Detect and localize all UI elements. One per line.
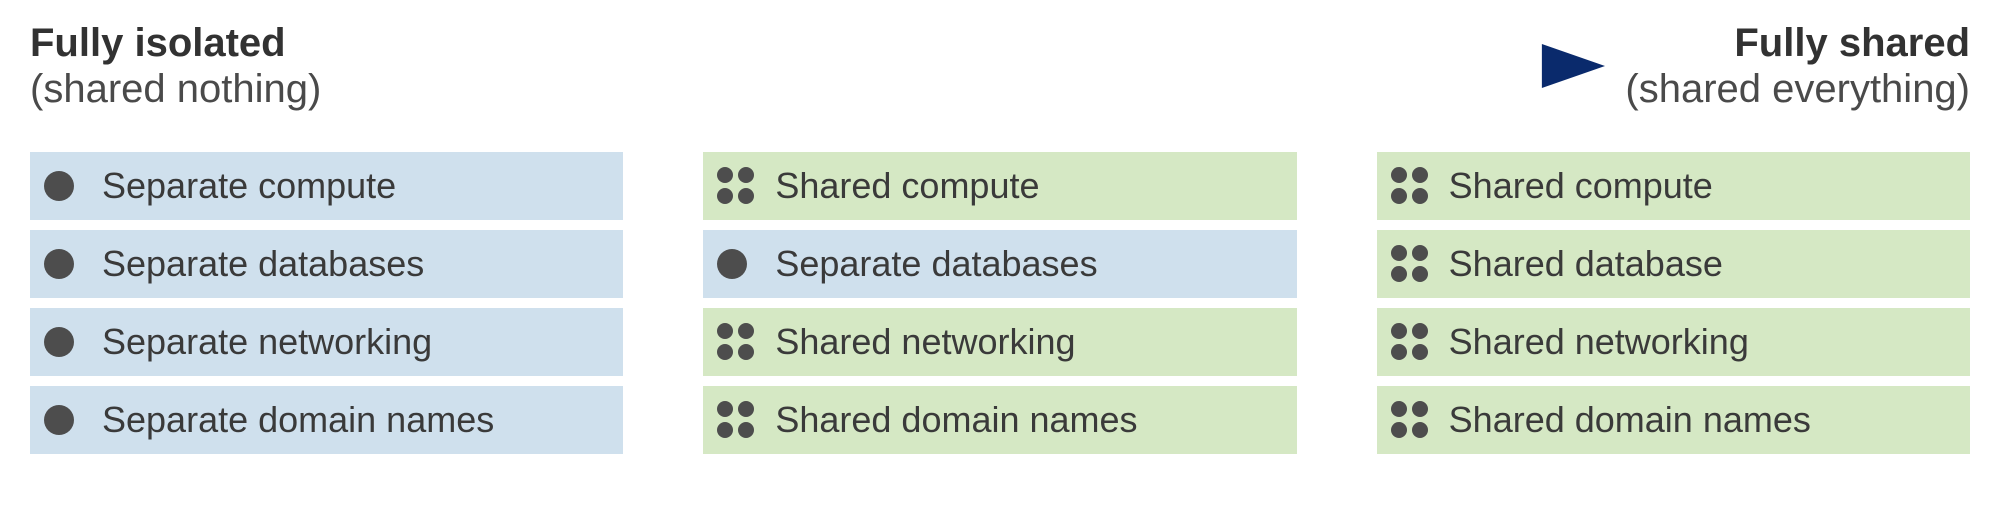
item-label: Separate networking <box>102 324 605 360</box>
item-label: Separate domain names <box>102 402 605 438</box>
separate-icon <box>44 322 102 362</box>
shared-icon <box>1391 322 1449 362</box>
separate-icon <box>717 244 775 284</box>
list-item: Shared domain names <box>1377 386 1970 454</box>
item-label: Separate databases <box>775 246 1278 282</box>
arrow-icon <box>341 38 1605 94</box>
list-item: Shared database <box>1377 230 1970 298</box>
shared-icon <box>717 166 775 206</box>
left-subtitle: (shared nothing) <box>30 66 321 112</box>
separate-icon <box>44 244 102 284</box>
list-item: Separate domain names <box>30 386 623 454</box>
item-label: Shared compute <box>1449 168 1952 204</box>
shared-icon <box>1391 166 1449 206</box>
separate-icon <box>44 166 102 206</box>
column-shared: Shared compute Shared database Shared ne… <box>1377 152 1970 454</box>
column-mixed: Shared compute Separate databases Shared… <box>703 152 1296 454</box>
list-item: Separate databases <box>703 230 1296 298</box>
list-item: Shared networking <box>1377 308 1970 376</box>
left-title: Fully isolated <box>30 20 321 66</box>
item-label: Shared domain names <box>775 402 1278 438</box>
list-item: Shared networking <box>703 308 1296 376</box>
shared-icon <box>1391 400 1449 440</box>
spectrum-columns: Separate compute Separate databases Sepa… <box>30 152 1970 454</box>
separate-icon <box>44 400 102 440</box>
list-item: Separate databases <box>30 230 623 298</box>
list-item: Shared compute <box>703 152 1296 220</box>
column-isolated: Separate compute Separate databases Sepa… <box>30 152 623 454</box>
item-label: Shared database <box>1449 246 1952 282</box>
list-item: Separate compute <box>30 152 623 220</box>
item-label: Shared compute <box>775 168 1278 204</box>
right-title: Fully shared <box>1625 20 1970 66</box>
spectrum-arrow <box>341 38 1605 94</box>
item-label: Shared domain names <box>1449 402 1952 438</box>
item-label: Separate databases <box>102 246 605 282</box>
header-left: Fully isolated (shared nothing) <box>30 20 341 112</box>
list-item: Shared domain names <box>703 386 1296 454</box>
shared-icon <box>1391 244 1449 284</box>
item-label: Separate compute <box>102 168 605 204</box>
header-right: Fully shared (shared everything) <box>1605 20 1970 112</box>
right-subtitle: (shared everything) <box>1625 66 1970 112</box>
list-item: Separate networking <box>30 308 623 376</box>
shared-icon <box>717 322 775 362</box>
shared-icon <box>717 400 775 440</box>
item-label: Shared networking <box>1449 324 1952 360</box>
spectrum-header: Fully isolated (shared nothing) Fully sh… <box>30 20 1970 112</box>
list-item: Shared compute <box>1377 152 1970 220</box>
item-label: Shared networking <box>775 324 1278 360</box>
